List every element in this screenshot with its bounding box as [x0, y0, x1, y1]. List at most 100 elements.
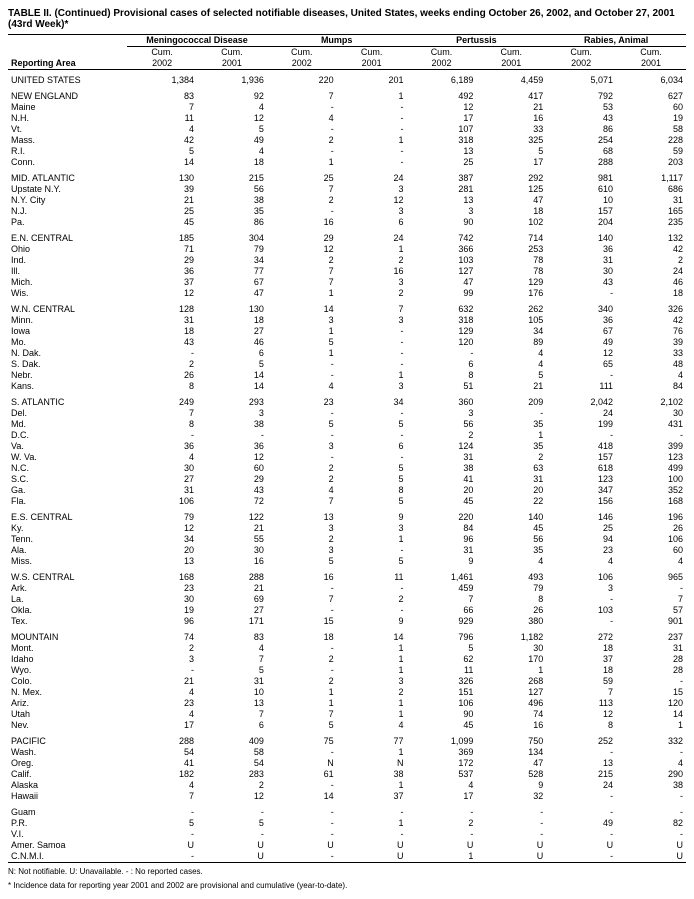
- data-cell: 12: [127, 288, 197, 299]
- region-cell: Vt.: [8, 124, 127, 135]
- data-cell: 3: [337, 277, 407, 288]
- table-header: Reporting Area Meningococcal Disease Mum…: [8, 35, 686, 70]
- data-cell: 86: [197, 217, 267, 228]
- data-cell: 3: [197, 408, 267, 419]
- data-cell: 18: [197, 157, 267, 168]
- data-cell: 5: [407, 643, 477, 654]
- data-cell: 102: [476, 217, 546, 228]
- data-cell: 16: [337, 266, 407, 277]
- data-cell: 49: [546, 818, 616, 829]
- data-cell: 965: [616, 567, 686, 583]
- data-cell: 4: [127, 124, 197, 135]
- data-cell: -: [337, 359, 407, 370]
- data-cell: 14: [197, 370, 267, 381]
- data-cell: 7: [267, 277, 337, 288]
- data-cell: 49: [546, 337, 616, 348]
- region-cell: Idaho: [8, 654, 127, 665]
- data-cell: 2: [267, 654, 337, 665]
- data-cell: -: [337, 829, 407, 840]
- data-cell: 15: [616, 687, 686, 698]
- data-cell: 172: [407, 758, 477, 769]
- data-cell: 41: [127, 758, 197, 769]
- data-cell: 56: [407, 419, 477, 430]
- data-cell: 42: [616, 244, 686, 255]
- data-cell: 6: [337, 441, 407, 452]
- data-cell: 4: [197, 643, 267, 654]
- data-cell: 42: [127, 135, 197, 146]
- region-cell: Ohio: [8, 244, 127, 255]
- footnote-line: * Incidence data for reporting year 2001…: [8, 880, 686, 891]
- data-cell: 493: [476, 567, 546, 583]
- data-cell: 3: [407, 408, 477, 419]
- data-cell: 35: [476, 545, 546, 556]
- data-cell: 8: [127, 419, 197, 430]
- data-cell: 204: [546, 217, 616, 228]
- data-cell: -: [127, 851, 197, 863]
- data-cell: 360: [407, 392, 477, 408]
- data-cell: 537: [407, 769, 477, 780]
- region-cell: E.S. CENTRAL: [8, 507, 127, 523]
- data-cell: 45: [407, 720, 477, 731]
- data-cell: U: [267, 840, 337, 851]
- region-cell: Pa.: [8, 217, 127, 228]
- data-cell: 1: [337, 665, 407, 676]
- data-cell: 4: [337, 720, 407, 731]
- data-cell: N: [267, 758, 337, 769]
- data-cell: 36: [127, 441, 197, 452]
- data-cell: 21: [476, 381, 546, 392]
- data-cell: 35: [476, 441, 546, 452]
- data-cell: 1: [616, 720, 686, 731]
- data-cell: 18: [267, 627, 337, 643]
- data-cell: 36: [546, 244, 616, 255]
- data-cell: 36: [127, 266, 197, 277]
- data-cell: 1: [337, 747, 407, 758]
- data-cell: 199: [546, 419, 616, 430]
- data-cell: 304: [197, 228, 267, 244]
- data-cell: 1,936: [197, 70, 267, 87]
- data-cell: 38: [337, 769, 407, 780]
- data-cell: -: [476, 408, 546, 419]
- data-cell: 7: [197, 654, 267, 665]
- data-cell: 79: [197, 244, 267, 255]
- data-cell: 168: [616, 496, 686, 507]
- data-cell: 237: [616, 627, 686, 643]
- data-cell: -: [267, 408, 337, 419]
- data-cell: 2: [337, 687, 407, 698]
- data-cell: 8: [337, 485, 407, 496]
- data-cell: 31: [407, 452, 477, 463]
- data-cell: 5: [337, 496, 407, 507]
- data-cell: 792: [546, 86, 616, 102]
- region-cell: S.C.: [8, 474, 127, 485]
- data-cell: 2: [337, 594, 407, 605]
- data-cell: 67: [197, 277, 267, 288]
- data-cell: 122: [197, 507, 267, 523]
- data-cell: 1: [337, 698, 407, 709]
- data-cell: 1: [267, 698, 337, 709]
- data-cell: 7: [267, 496, 337, 507]
- region-cell: Mass.: [8, 135, 127, 146]
- data-cell: 28: [616, 665, 686, 676]
- data-cell: 157: [546, 452, 616, 463]
- data-cell: 1: [267, 326, 337, 337]
- data-cell: 31: [127, 485, 197, 496]
- col-header: Cum.2002: [267, 47, 337, 70]
- data-cell: 2: [616, 255, 686, 266]
- data-cell: 24: [546, 408, 616, 419]
- data-cell: 1: [267, 687, 337, 698]
- data-cell: 23: [127, 698, 197, 709]
- region-cell: Tenn.: [8, 534, 127, 545]
- data-cell: 71: [127, 244, 197, 255]
- data-cell: 3: [267, 545, 337, 556]
- data-cell: 1: [267, 348, 337, 359]
- data-cell: 3: [407, 206, 477, 217]
- data-cell: 146: [546, 507, 616, 523]
- data-cell: -: [337, 452, 407, 463]
- data-cell: 288: [546, 157, 616, 168]
- data-cell: 43: [197, 485, 267, 496]
- data-cell: 106: [407, 698, 477, 709]
- region-cell: Alaska: [8, 780, 127, 791]
- data-cell: 31: [546, 255, 616, 266]
- data-cell: 750: [476, 731, 546, 747]
- data-cell: 120: [407, 337, 477, 348]
- data-cell: -: [616, 583, 686, 594]
